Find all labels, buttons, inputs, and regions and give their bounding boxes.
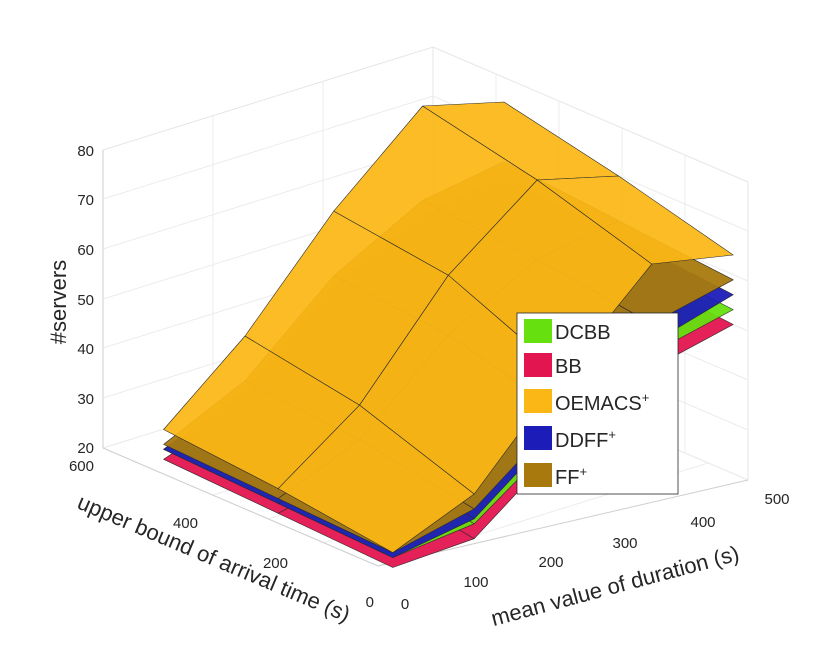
x-tick-label: 100 [463,574,488,591]
legend-label: BB [555,356,582,378]
z-tick-label: 70 [77,192,94,209]
legend-label: DDFF+ [555,427,616,452]
z-axis-label: #servers [46,260,71,344]
legend-swatch [524,319,552,343]
x-tick-label: 500 [764,491,789,508]
legend-label: DCBB [555,322,611,344]
legend-swatch [524,353,552,377]
y-axis-line [102,447,379,567]
legend-entry: BB [524,353,582,378]
y-tick-label: 600 [69,458,94,475]
z-tick-label: 80 [77,143,94,160]
x-tick-label: 400 [690,514,715,531]
x-tick-label: 0 [401,596,409,613]
y-tick-label: 400 [173,515,198,532]
y-tick-label: 200 [263,555,288,572]
z-ticks: 20 30 40 50 60 70 80 [77,143,94,457]
legend-swatch [524,389,552,413]
z-tick-label: 50 [77,292,94,309]
legend-label: FF+ [555,464,587,489]
legend-label: OEMACS+ [555,390,649,415]
legend-entry: FF+ [524,463,587,489]
x-ticks: 0 100 200 300 400 500 [401,491,790,613]
legend-swatch [524,463,552,487]
legend: DCBB BB OEMACS+ DDFF+ FF+ [516,312,679,495]
legend-entry: OEMACS+ [524,389,649,415]
x-tick-label: 300 [612,535,637,552]
z-tick-label: 20 [77,440,94,457]
x-tick-label: 200 [538,554,563,571]
y-tick-label: 0 [366,594,374,611]
legend-entry: DCBB [524,319,611,344]
surface-patch [536,175,734,265]
z-tick-label: 60 [77,242,94,259]
z-tick-label: 30 [77,391,94,408]
surfaces [163,101,734,568]
x-axis-label: mean value of duration (s) [488,541,741,631]
legend-swatch [524,426,552,450]
y-ticks: 0 200 400 600 [69,458,374,611]
x-axis-line [377,479,749,567]
z-tick-label: 40 [77,341,94,358]
legend-entry: DDFF+ [524,426,616,452]
